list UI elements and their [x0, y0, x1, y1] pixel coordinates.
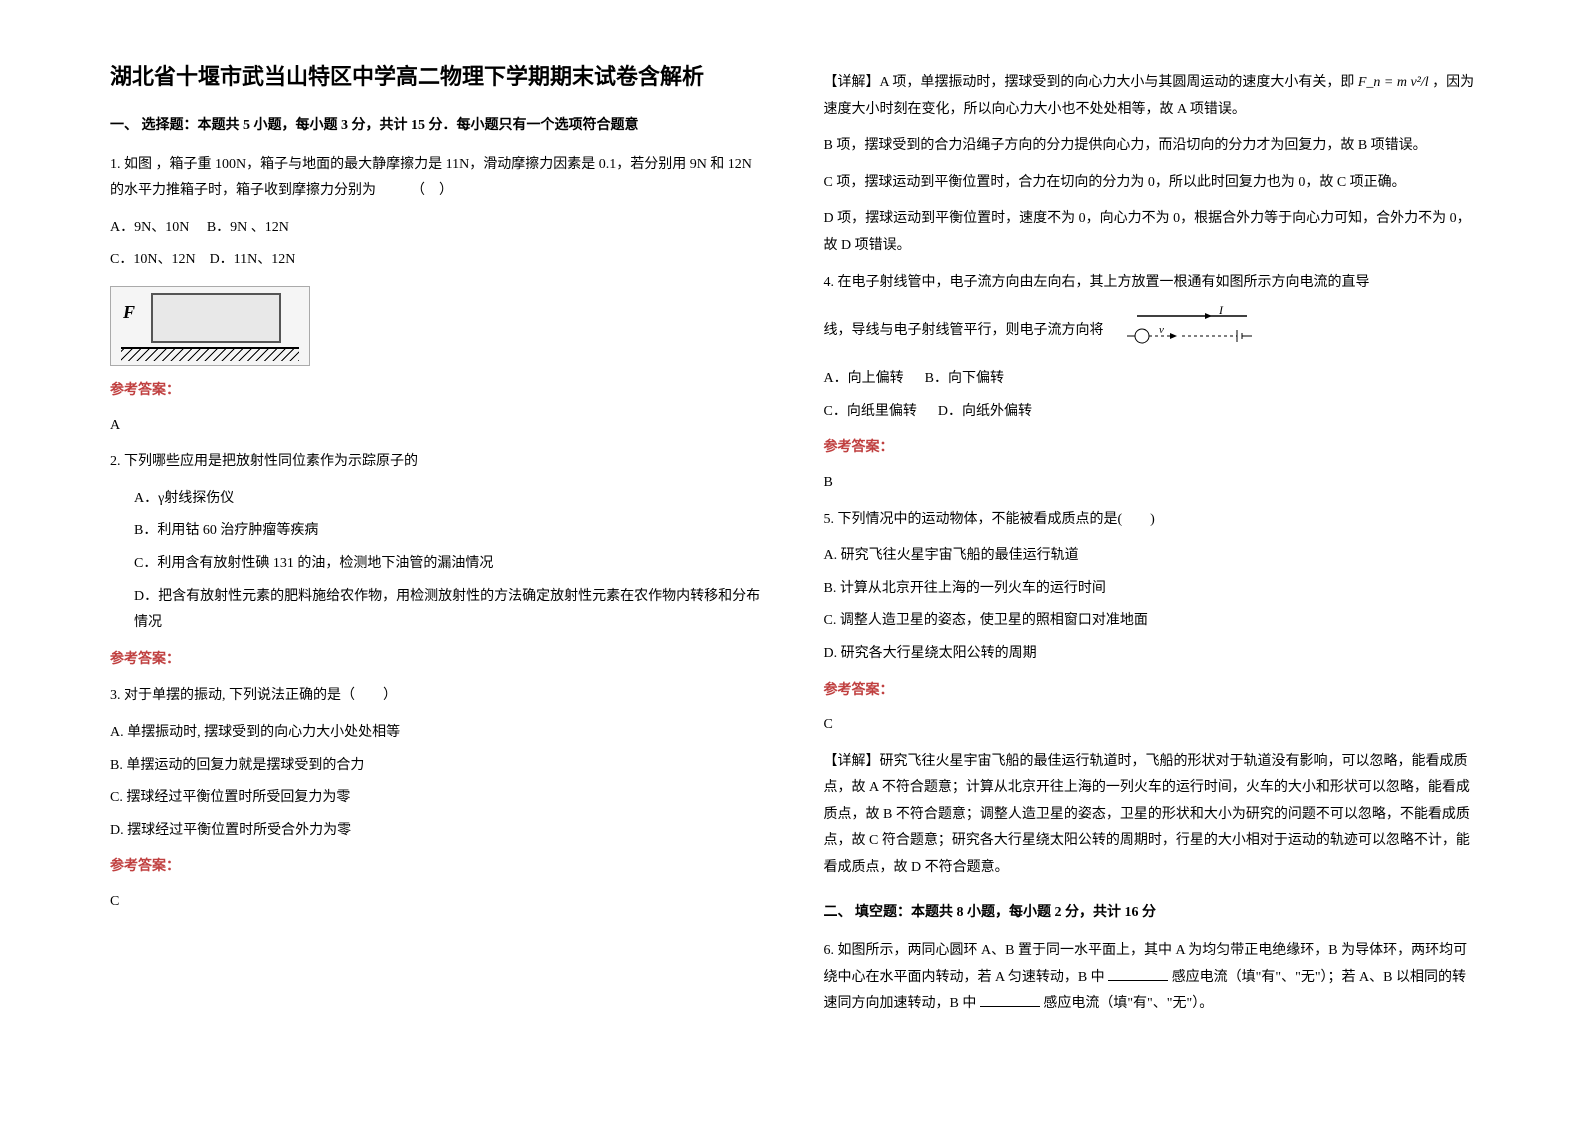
q4-text2: 线，导线与电子射线管平行，则电子流方向将: [824, 323, 1104, 338]
q5-answer: C: [824, 712, 1478, 739]
document-title: 湖北省十堰市武当山特区中学高二物理下学期期末试卷含解析: [110, 60, 764, 93]
q3-opt-a: A. 单摆振动时, 摆球受到的向心力大小处处相等: [110, 720, 764, 747]
q4-opt-a: A．向上偏转: [824, 371, 904, 386]
section1-header: 一、 选择题：本题共 5 小题，每小题 3 分，共计 15 分．每小题只有一个选…: [110, 113, 764, 140]
q4-opt-d: D．向纸外偏转: [938, 404, 1032, 419]
q2-opt-d: D．把含有放射性元素的肥料施给农作物，用检测放射性的方法确定放射性元素在农作物内…: [110, 584, 764, 637]
q4-opt-c: C．向纸里偏转: [824, 404, 917, 419]
q5-opt-d: D. 研究各大行星绕太阳公转的周期: [824, 641, 1478, 668]
q5-opt-c: C. 调整人造卫星的姿态，使卫星的照相窗口对准地面: [824, 608, 1478, 635]
q3-explain-b: B 项，摆球受到的合力沿绳子方向的分力提供向心力，而沿切向的分力才为回复力，故 …: [824, 133, 1478, 160]
q3-answer-label: 参考答案：: [110, 854, 764, 881]
q4-answer-label: 参考答案：: [824, 435, 1478, 462]
q1-opt-d: D．11N、12N: [210, 252, 296, 267]
box-shape: [151, 293, 281, 343]
q1-diagram: F: [110, 286, 310, 366]
q5-explain: 【详解】研究飞往火星宇宙飞船的最佳运行轨道时，飞船的形状对于轨道没有影响，可以忽…: [824, 749, 1478, 882]
q2-opt-b: B．利用钴 60 治疗肿瘤等疾病: [110, 518, 764, 545]
q4-diagram: I v: [1117, 306, 1267, 356]
blank-1[interactable]: [1108, 967, 1168, 981]
q3-opt-d: D. 摆球经过平衡位置时所受合外力为零: [110, 818, 764, 845]
question-2: 2. 下列哪些应用是把放射性同位素作为示踪原子的: [110, 449, 764, 476]
q2-opt-c: C．利用含有放射性碘 131 的油，检测地下油管的漏油情况: [110, 551, 764, 578]
question-1: 1. 如图 ，箱子重 100N，箱子与地面的最大静摩擦力是 11N，滑动摩擦力因…: [110, 152, 764, 205]
question-5: 5. 下列情况中的运动物体，不能被看成质点的是( ): [824, 507, 1478, 534]
q3-explain-text1: 【详解】A 项，单摆振动时，摆球受到的向心力大小与其圆周运动的速度大小有关，即: [824, 75, 1355, 90]
q6-text3: 感应电流（填"有"、"无"）。: [1043, 996, 1213, 1011]
q3-opt-b: B. 单摆运动的回复力就是摆球受到的合力: [110, 753, 764, 780]
q4-options-cd: C．向纸里偏转 D．向纸外偏转: [824, 399, 1478, 426]
q3-formula: F_n = m v²/l: [1358, 75, 1429, 90]
q3-explain-c: C 项，摆球运动到平衡位置时，合力在切向的分力为 0，所以此时回复力也为 0，故…: [824, 170, 1478, 197]
q5-opt-a: A. 研究飞往火星宇宙飞船的最佳运行轨道: [824, 543, 1478, 570]
q2-opt-a: A．γ射线探伤仪: [110, 486, 764, 513]
question-4: 4. 在电子射线管中，电子流方向由左向右，其上方放置一根通有如图所示方向电流的直…: [824, 270, 1478, 297]
q4-opt-b: B．向下偏转: [925, 371, 1004, 386]
question-6: 6. 如图所示，两同心圆环 A、B 置于同一水平面上，其中 A 为均匀带正电绝缘…: [824, 938, 1478, 1018]
question-3: 3. 对于单摆的振动, 下列说法正确的是（ ）: [110, 683, 764, 710]
q5-opt-b: B. 计算从北京开往上海的一列火车的运行时间: [824, 576, 1478, 603]
q1-options-cd: C．10N、12N D．11N、12N: [110, 247, 764, 274]
q1-options-ab: A．9N、10N B．9N 、12N: [110, 215, 764, 242]
force-label: F: [123, 295, 135, 329]
section2-header: 二、 填空题：本题共 8 小题，每小题 2 分，共计 16 分: [824, 900, 1478, 927]
q1-opt-c: C．10N、12N: [110, 252, 196, 267]
question-4-cont: 线，导线与电子射线管平行，则电子流方向将 I v: [824, 306, 1478, 356]
q3-opt-c: C. 摆球经过平衡位置时所受回复力为零: [110, 785, 764, 812]
q2-answer-label: 参考答案：: [110, 647, 764, 674]
q1-answer: A: [110, 413, 764, 440]
q1-opt-b: B．9N 、12N: [207, 220, 289, 235]
q3-explain-a: 【详解】A 项，单摆振动时，摆球受到的向心力大小与其圆周运动的速度大小有关，即 …: [824, 70, 1478, 123]
q4-options-ab: A．向上偏转 B．向下偏转: [824, 366, 1478, 393]
blank-2[interactable]: [980, 993, 1040, 1007]
q1-opt-a: A．9N、10N: [110, 220, 189, 235]
q5-answer-label: 参考答案：: [824, 678, 1478, 705]
ground-hatching: [121, 347, 299, 361]
q4-answer: B: [824, 470, 1478, 497]
q3-answer: C: [110, 889, 764, 916]
q1-answer-label: 参考答案：: [110, 378, 764, 405]
velocity-label: v: [1159, 324, 1164, 336]
q3-explain-d: D 项，摆球运动到平衡位置时，速度不为 0，向心力不为 0，根据合外力等于向心力…: [824, 206, 1478, 259]
